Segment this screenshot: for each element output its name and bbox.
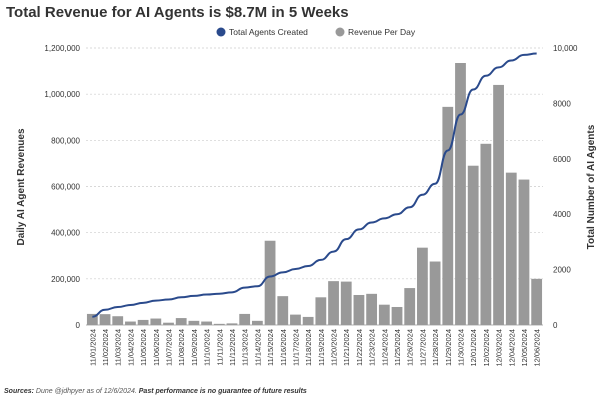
legend-label: Total Agents Created <box>229 27 308 37</box>
y-tick-label: 0 <box>76 321 81 330</box>
bar <box>137 319 149 325</box>
legend-label: Revenue Per Day <box>348 27 416 37</box>
x-tick-label: 11/15/2024 <box>266 329 275 366</box>
x-tick-label: 11/23/2024 <box>368 329 377 366</box>
x-tick-label: 12/04/2024 <box>507 329 516 367</box>
disclaimer: Past performance is no guarantee of futu… <box>138 388 307 395</box>
bar <box>480 143 492 325</box>
y-tick-label: 800,000 <box>51 136 80 145</box>
y2-tick-label: 8000 <box>553 99 571 108</box>
x-tick-label: 12/01/2024 <box>469 329 478 367</box>
x-tick-label: 11/20/2024 <box>330 329 339 366</box>
x-tick-label: 11/03/2024 <box>114 329 123 366</box>
x-tick-label: 11/06/2024 <box>152 329 161 366</box>
y-axis-title: Daily AI Agent Revenues <box>16 128 27 246</box>
bar <box>518 179 530 325</box>
x-tick-label: 11/30/2024 <box>456 329 465 366</box>
bar <box>150 318 162 325</box>
bar <box>455 63 466 326</box>
bar <box>378 304 390 325</box>
legend-marker-line <box>216 27 226 37</box>
x-tick-label: 11/26/2024 <box>406 329 415 366</box>
x-tick-label: 11/19/2024 <box>317 329 326 366</box>
x-tick-label: 11/22/2024 <box>355 329 364 366</box>
bar <box>163 322 174 325</box>
line-series <box>92 52 537 318</box>
sources-label: Sources: <box>4 388 34 395</box>
y-tick-label: 1,200,000 <box>44 44 80 53</box>
bar <box>86 313 98 325</box>
bar <box>264 240 276 325</box>
bar <box>188 320 200 325</box>
x-tick-label: 11/27/2024 <box>418 329 427 366</box>
x-tick-label: 11/28/2024 <box>431 329 440 366</box>
bar <box>302 316 314 325</box>
bar <box>366 293 378 325</box>
y2-tick-label: 0 <box>553 321 558 330</box>
bar <box>429 261 441 325</box>
bar <box>391 306 403 325</box>
bar <box>505 172 517 325</box>
bar <box>201 321 212 325</box>
x-tick-label: 11/09/2024 <box>190 329 199 366</box>
x-tick-label: 11/14/2024 <box>253 329 262 366</box>
bar <box>277 296 289 325</box>
x-tick-label: 11/16/2024 <box>279 329 288 366</box>
x-tick-label: 11/08/2024 <box>177 329 186 366</box>
bar <box>251 320 263 325</box>
x-tick-label: 11/01/2024 <box>88 329 97 366</box>
footer: Sources: Dune @jdhpyer as of 12/6/2024. … <box>4 388 307 395</box>
y2-tick-label: 10,000 <box>553 44 578 53</box>
bar <box>442 106 454 325</box>
sources-text: Dune @jdhpyer as of 12/6/2024. <box>33 388 139 395</box>
y-tick-label: 600,000 <box>51 183 80 192</box>
x-tick-label: 11/11/2024 <box>215 329 224 365</box>
y2-tick-label: 6000 <box>553 155 571 164</box>
bar <box>404 288 416 325</box>
chart-title: Total Revenue for AI Agents is $8.7M in … <box>6 4 349 21</box>
x-tick-label: 11/12/2024 <box>228 329 237 366</box>
bar <box>213 323 225 325</box>
legend-marker-bar <box>335 27 345 37</box>
y2-tick-label: 4000 <box>553 210 571 219</box>
x-tick-label: 12/03/2024 <box>495 329 504 367</box>
x-tick-label: 12/06/2024 <box>533 329 542 367</box>
x-tick-label: 11/24/2024 <box>380 329 389 366</box>
x-tick-label: 12/05/2024 <box>520 329 529 367</box>
x-tick-label: 12/02/2024 <box>482 329 491 367</box>
bar <box>467 165 479 325</box>
x-tick-label: 11/10/2024 <box>203 329 212 366</box>
bar <box>328 281 339 325</box>
bar <box>125 321 136 325</box>
y2-tick-label: 2000 <box>553 266 571 275</box>
bar <box>417 247 428 325</box>
x-tick-label: 11/05/2024 <box>139 329 148 366</box>
x-tick-label: 11/21/2024 <box>342 329 351 366</box>
x-tick-label: 11/02/2024 <box>101 329 110 366</box>
x-tick-label: 11/25/2024 <box>393 329 402 366</box>
x-tick-label: 11/29/2024 <box>444 329 453 366</box>
bar <box>340 281 352 325</box>
bar <box>353 294 365 325</box>
bar <box>531 278 543 325</box>
bar <box>239 313 251 325</box>
bar <box>315 297 327 325</box>
bar <box>99 314 111 325</box>
bar <box>112 316 124 325</box>
y2-axis-title: Total Number of AI Agents <box>586 124 597 249</box>
bar <box>290 314 301 325</box>
y-tick-label: 1,000,000 <box>44 90 80 99</box>
bar <box>175 318 187 325</box>
y-tick-label: 200,000 <box>51 275 80 284</box>
bar <box>493 84 504 325</box>
x-tick-label: 11/07/2024 <box>165 329 174 366</box>
x-tick-label: 11/04/2024 <box>126 329 135 366</box>
y-tick-label: 400,000 <box>51 229 80 238</box>
x-tick-label: 11/18/2024 <box>304 329 313 366</box>
x-tick-label: 11/17/2024 <box>291 329 300 366</box>
bar <box>226 323 238 325</box>
x-tick-label: 11/13/2024 <box>241 329 250 366</box>
